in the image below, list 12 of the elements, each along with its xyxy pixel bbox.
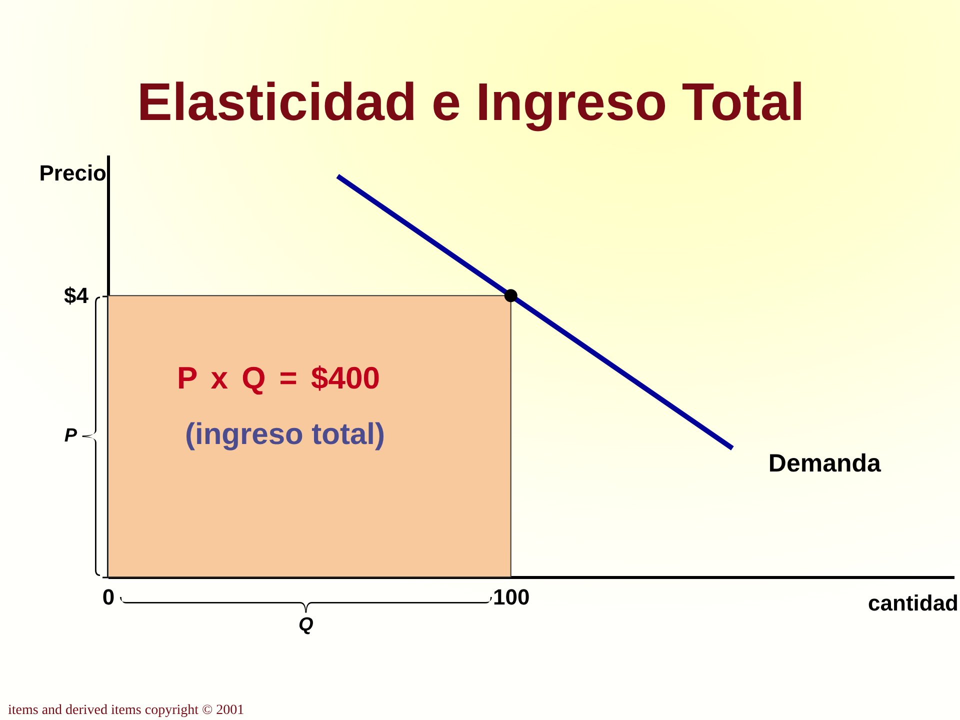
x-tick-label: 100 bbox=[493, 584, 530, 610]
x-axis-title: cantidad bbox=[868, 590, 958, 616]
series-label: Demanda bbox=[768, 449, 882, 478]
annotation: P x Q = $400 bbox=[177, 360, 380, 396]
text: items and derived items copyright © 2001 bbox=[8, 703, 244, 718]
annotation: (ingreso total) bbox=[185, 418, 385, 451]
chart-title: Elasticidad e Ingreso Total bbox=[137, 73, 805, 132]
y-axis-title: Precio bbox=[39, 160, 106, 186]
text: Q bbox=[298, 614, 314, 636]
y-tick-label: $4 bbox=[64, 283, 90, 308]
x-tick-label: 0 bbox=[102, 584, 115, 610]
text: P bbox=[64, 426, 77, 447]
